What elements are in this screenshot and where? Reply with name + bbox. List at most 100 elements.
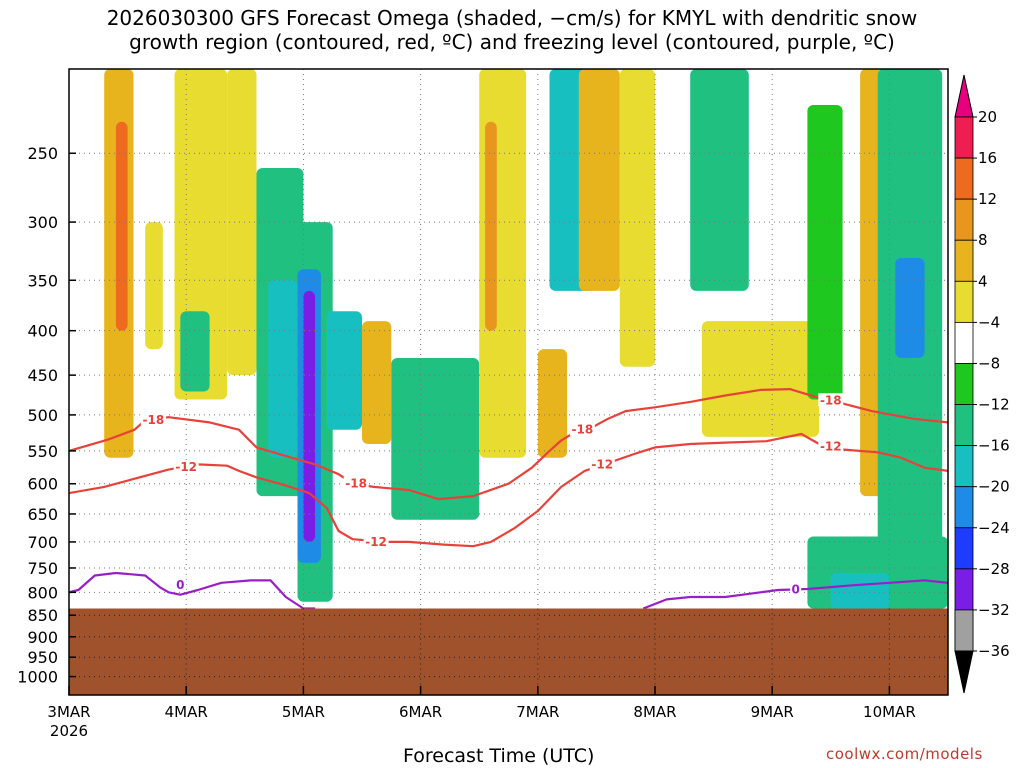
y-tick-label: 850 [27, 606, 58, 625]
y-tick-label: 550 [27, 442, 58, 461]
x-tick-label: 9MAR [751, 703, 794, 721]
colorbar-swatch [954, 363, 974, 405]
svg-text:0: 0 [791, 582, 799, 596]
colorbar-tick-label: −36 [978, 642, 1010, 660]
dgz-top-contour [69, 388, 948, 501]
freezing-level-contour-2 [642, 579, 948, 610]
colorbar-top-arrow [954, 74, 974, 118]
colorbar-swatch [954, 321, 974, 364]
colorbar-tick-label: 20 [978, 108, 997, 126]
omega-region-4 [180, 311, 210, 392]
svg-text:-12: -12 [175, 460, 197, 474]
colorbar-tick-label: 12 [978, 190, 997, 208]
omega-region-7 [268, 280, 298, 458]
contour-label-m12-d: -12 [818, 439, 844, 454]
colorbar-swatch [954, 116, 974, 159]
y-tick-label: 500 [27, 406, 58, 425]
colorbar-swatch [954, 486, 974, 529]
omega-region-21 [690, 69, 749, 291]
colorbar-tick-label: −28 [978, 560, 1010, 578]
colorbar-tick-label: −16 [978, 437, 1010, 455]
contour-label-m18-c: -18 [569, 422, 595, 437]
svg-text:-12: -12 [365, 535, 387, 549]
y-tick-label: 650 [27, 505, 58, 524]
colorbar-swatch [954, 445, 974, 488]
omega-region-14 [391, 358, 480, 520]
y-tick-label: 1000 [17, 668, 58, 687]
contour-label-m12-c: -12 [589, 457, 615, 471]
colorbar-tick-label: 16 [978, 149, 997, 167]
plot-frame [68, 68, 949, 696]
omega-region-19 [578, 69, 620, 291]
colorbar-swatch [954, 568, 974, 611]
svg-text:-12: -12 [820, 440, 842, 454]
y-axis-ticks: 250 300 350 400 450 500 550 600 650 700 750 800 850 9… [17, 144, 76, 687]
omega-region-13 [362, 321, 392, 444]
dgz-bottom-contour [69, 432, 948, 548]
colorbar-tick-label: −12 [978, 396, 1010, 414]
y-tick-label: 600 [27, 475, 58, 494]
colorbar-swatch [954, 404, 974, 447]
omega-region-23 [807, 105, 843, 400]
omega-region-26 [895, 258, 925, 358]
y-tick-label: 450 [27, 366, 58, 385]
colorbar-swatch [954, 198, 974, 241]
chart-title: 2026030300 GFS Forecast Omega (shaded, −… [0, 6, 1024, 54]
y-tick-label: 250 [27, 144, 58, 163]
x-tick-label: 8MAR [633, 703, 676, 721]
contour-label-m12-b: -12 [363, 534, 389, 549]
svg-text:0: 0 [176, 578, 184, 592]
y-tick-label: 900 [27, 628, 58, 647]
omega-shading [104, 69, 948, 611]
y-tick-label: 700 [27, 533, 58, 552]
omega-region-10 [303, 290, 316, 542]
freezing-level-contour [69, 571, 316, 610]
contour-label-0-b: 0 [790, 582, 802, 596]
colorbar-swatch [954, 280, 974, 323]
contour-label-m12-a: -12 [173, 460, 199, 474]
x-tick-sublabel: 2026 [50, 722, 88, 740]
omega-region-16 [485, 121, 497, 331]
contour-label-m18-d: -18 [818, 393, 844, 407]
x-axis-label: Forecast Time (UTC) [403, 745, 595, 767]
omega-region-17 [537, 349, 568, 458]
chart-title-line-2: growth region (contoured, red, ºC) and f… [129, 30, 895, 54]
colorbar-tick-label: 8 [978, 231, 988, 249]
x-tick-label: 5MAR [282, 703, 325, 721]
y-tick-label: 400 [27, 322, 58, 341]
colorbar: 20 16 12 8 4 −4 −8 −12 −16 −20 −24 −28 −32 −36 [954, 74, 1010, 694]
colorbar-tick-label: −8 [978, 354, 1000, 372]
colorbar-tick-label: −32 [978, 601, 1010, 619]
chart-title-line-1: 2026030300 GFS Forecast Omega (shaded, −… [106, 6, 918, 30]
omega-region-1 [115, 121, 128, 331]
colorbar-bottom-arrow [954, 650, 974, 694]
y-tick-label: 300 [27, 213, 58, 232]
colorbar-tick-label: 4 [978, 272, 988, 290]
below-ground-mask [69, 608, 948, 695]
svg-text:-12: -12 [591, 457, 613, 471]
svg-text:-18: -18 [820, 393, 842, 407]
y-tick-label: 750 [27, 559, 58, 578]
x-tick-label: 4MAR [165, 703, 208, 721]
colorbar-swatch [954, 239, 974, 282]
x-tick-label: 6MAR [399, 703, 442, 721]
colorbar-swatch [954, 527, 974, 570]
omega-region-5 [227, 69, 257, 376]
y-tick-label: 950 [27, 648, 58, 667]
omega-region-2 [145, 222, 163, 350]
svg-text:-18: -18 [143, 413, 165, 427]
svg-text:-18: -18 [345, 477, 367, 491]
omega-region-22 [701, 321, 820, 437]
y-tick-label: 350 [27, 271, 58, 290]
colorbar-swatch [954, 157, 974, 200]
contour-label-m18-a: -18 [140, 413, 166, 427]
contour-lines: -18 -18 -18 -18 -12 -12 -12 -12 0 0 [69, 388, 948, 610]
colorbar-tick-label: −20 [978, 478, 1010, 496]
x-tick-label: 3MAR [47, 703, 90, 721]
colorbar-tick-label: −4 [978, 313, 1000, 331]
y-tick-label: 800 [27, 583, 58, 602]
colorbar-swatch-gray [954, 609, 974, 652]
contour-label-m18-b: -18 [343, 476, 369, 491]
